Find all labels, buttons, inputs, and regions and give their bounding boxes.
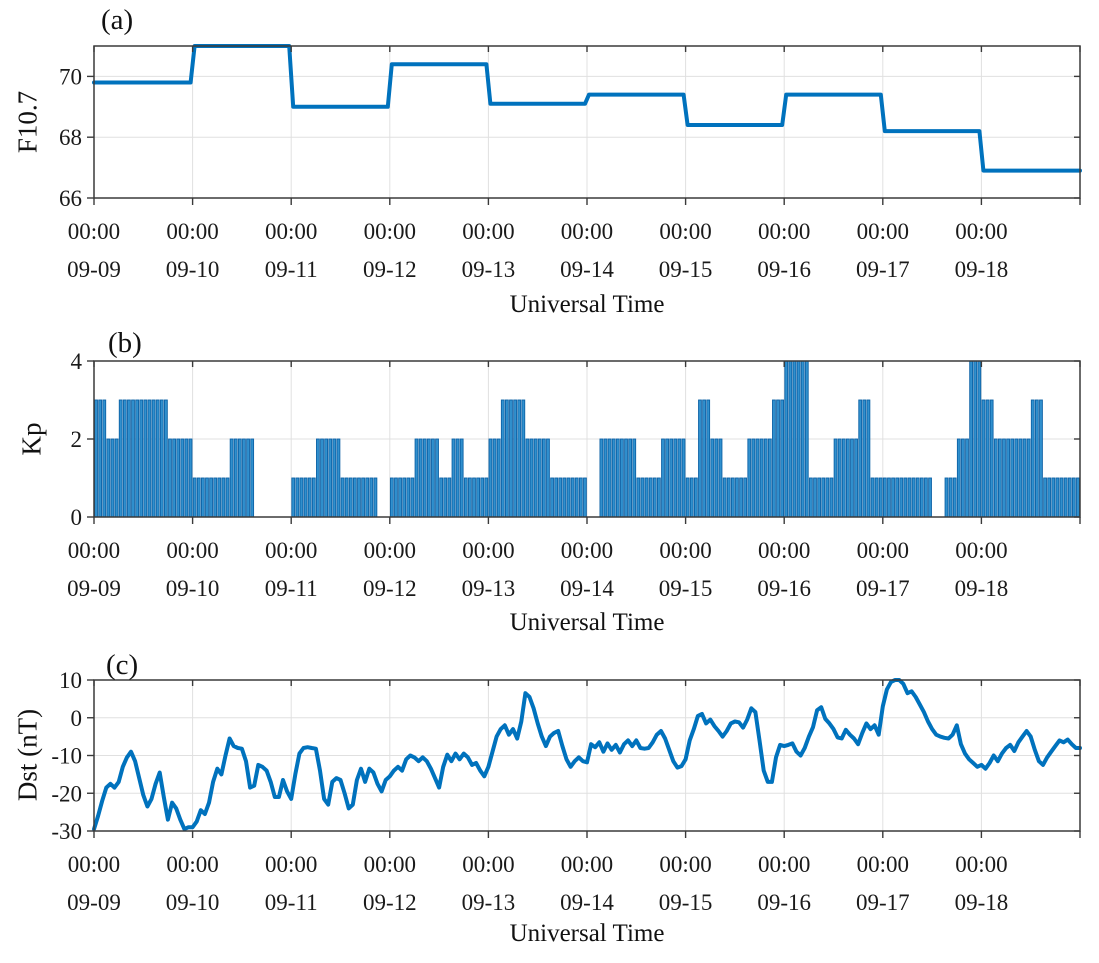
- panel-b-xtick-date: 09-10: [166, 576, 220, 601]
- panel-c-letter: (c): [106, 649, 139, 681]
- panel-b-xtick-date: 09-18: [955, 576, 1009, 601]
- panel-c-xtick-time: 00:00: [659, 852, 711, 877]
- panel-b-grid: [94, 361, 1080, 517]
- panel-a-ytick-label: 68: [59, 125, 82, 150]
- panel-b-xtick-date: 09-16: [757, 576, 811, 601]
- panel-b-x-axis-label: Universal Time: [509, 609, 665, 636]
- panel-c-ytick-label: -30: [51, 819, 82, 844]
- panel-a-xtick-date: 09-17: [856, 257, 910, 282]
- panel-b-xtick-time: 00:00: [857, 538, 909, 563]
- panel-c-ytick-label: -20: [51, 781, 82, 806]
- panel-c-ytick-label: 0: [71, 706, 83, 731]
- panel-b-ytick-label: 4: [71, 349, 83, 374]
- panel-c-xtick-date: 09-11: [265, 890, 318, 915]
- panel-c-x-axis-label: Universal Time: [509, 920, 665, 947]
- panel-b-xtick-time: 00:00: [561, 538, 613, 563]
- panel-b-xtick-date: 09-17: [856, 576, 910, 601]
- f107-step-line: [92, 44, 1082, 173]
- panel-a-xtick-date: 09-14: [560, 257, 614, 282]
- panel-a-xtick-time: 00:00: [265, 219, 317, 244]
- panel-c-xtick-time: 00:00: [955, 852, 1007, 877]
- panel-a-ytick-label: 66: [59, 186, 82, 211]
- panel-b-xtick-date: 09-13: [462, 576, 516, 601]
- panel-a-xtick-date: 09-16: [757, 257, 811, 282]
- panel-c-grid: [94, 680, 1080, 831]
- panel-c-xtick-date: 09-14: [560, 890, 614, 915]
- panel-a-letter: (a): [101, 4, 134, 36]
- panel-c-xtick-time: 00:00: [462, 852, 514, 877]
- panel-a-ytick-label: 70: [59, 64, 82, 89]
- panel-a-xtick-time: 00:00: [659, 219, 711, 244]
- panel-b-xtick-time: 00:00: [659, 538, 711, 563]
- panel-c-xtick-date: 09-13: [462, 890, 516, 915]
- panel-c-ytick-label: 10: [59, 668, 82, 693]
- panel-a-xtick-time: 00:00: [857, 219, 909, 244]
- panel-c: 10 0 -10 -20 -30 00:00 00:00 00:00 00:00 00:00 00:…: [51, 668, 1082, 915]
- panel-a-xtick-date: 09-11: [265, 257, 318, 282]
- panel-b-xtick-date: 09-12: [363, 576, 417, 601]
- panel-b-xtick-time: 00:00: [364, 538, 416, 563]
- panel-a-x-axis-label: Universal Time: [509, 291, 665, 318]
- panel-a-grid: [94, 46, 1080, 198]
- panel-c-xtick-date: 09-09: [67, 890, 121, 915]
- panel-b-y-axis-label: Kp: [16, 422, 47, 456]
- panel-a-xtick-date: 09-18: [955, 257, 1009, 282]
- panel-a-xtick-time: 00:00: [364, 219, 416, 244]
- panel-b-xtick-date: 09-11: [265, 576, 318, 601]
- panel-b-xtick-time: 00:00: [265, 538, 317, 563]
- panel-c-ytick-label: -10: [51, 744, 82, 769]
- panel-b-xtick-time: 00:00: [166, 538, 218, 563]
- panel-b-xtick-time: 00:00: [955, 538, 1007, 563]
- panel-a-xtick-time: 00:00: [955, 219, 1007, 244]
- panel-a-xtick-date: 09-12: [363, 257, 417, 282]
- panel-b-xtick-time: 00:00: [68, 538, 120, 563]
- panel-a-xtick-time: 00:00: [758, 219, 810, 244]
- panel-c-ticks: [87, 679, 1081, 838]
- panel-a-xtick-time: 00:00: [68, 219, 120, 244]
- panel-b-xtick-date: 09-14: [560, 576, 614, 601]
- panel-c-xtick-date: 09-10: [166, 890, 220, 915]
- panel-b-letter: (b): [108, 327, 142, 359]
- panel-c-xtick-time: 00:00: [68, 852, 120, 877]
- panel-a-xtick-time: 00:00: [166, 219, 218, 244]
- panel-c-xtick-date: 09-16: [757, 890, 811, 915]
- panel-b-xtick-time: 00:00: [758, 538, 810, 563]
- panel-a-xtick-time: 00:00: [462, 219, 514, 244]
- panel-a-xtick-date: 09-15: [659, 257, 713, 282]
- panel-b: 0 2 4 00:00 00:00 00:00 00:00 00:00 00:00 00:00 00…: [67, 349, 1081, 601]
- panel-c-xtick-time: 00:00: [166, 852, 218, 877]
- panel-c-xtick-date: 09-12: [363, 890, 417, 915]
- panel-b-ticks: [87, 360, 1081, 524]
- panel-c-xtick-date: 09-18: [955, 890, 1009, 915]
- panel-c-xtick-time: 00:00: [265, 852, 317, 877]
- panel-c-xtick-time: 00:00: [364, 852, 416, 877]
- panel-a: 66 68 70 00:00 00:00 00:00 00:00 00:00 00:00 00:0…: [59, 44, 1082, 282]
- panel-c-xtick-date: 09-17: [856, 890, 910, 915]
- panel-a-xtick-date: 09-09: [67, 257, 121, 282]
- panel-c-xtick-time: 00:00: [857, 852, 909, 877]
- dst-line: [92, 678, 1082, 832]
- panel-b-xtick-date: 09-09: [67, 576, 121, 601]
- panel-b-ytick-label: 0: [71, 505, 83, 530]
- panel-c-xtick-time: 00:00: [561, 852, 613, 877]
- panel-b-xtick-time: 00:00: [462, 538, 514, 563]
- panel-c-xtick-time: 00:00: [758, 852, 810, 877]
- panel-c-xtick-date: 09-15: [659, 890, 713, 915]
- panel-a-xtick-time: 00:00: [561, 219, 613, 244]
- panel-a-xtick-date: 09-13: [462, 257, 516, 282]
- panel-a-y-axis-label: F10.7: [12, 90, 43, 154]
- panel-b-xtick-date: 09-15: [659, 576, 713, 601]
- panel-c-y-axis-label: Dst (nT): [12, 708, 43, 802]
- panel-a-xtick-date: 09-10: [166, 257, 220, 282]
- panel-b-ytick-label: 2: [71, 427, 83, 452]
- panel-a-ticks: [87, 46, 1081, 205]
